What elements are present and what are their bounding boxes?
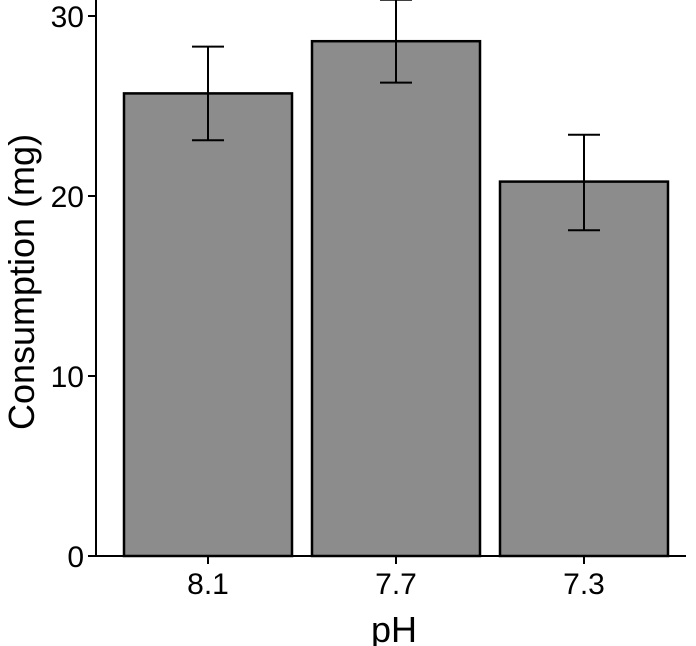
y-tick-label-20: 20 — [51, 181, 84, 214]
bar-7.7 — [310, 39, 482, 558]
error-bars-group — [192, 0, 600, 232]
y-tick-label-0: 0 — [67, 541, 84, 574]
y-tick-label-10: 10 — [51, 361, 84, 394]
y-axis-title: Consumption (mg) — [1, 134, 42, 430]
y-tick-label-30: 30 — [51, 1, 84, 34]
bar-8.1 — [122, 92, 294, 558]
bar-7.3 — [498, 180, 670, 558]
x-axis-title: pH — [371, 609, 417, 646]
x-tick-label-7.3: 7.3 — [563, 568, 605, 601]
x-tick-label-8.1: 8.1 — [187, 568, 229, 601]
x-tick-label-7.7: 7.7 — [375, 568, 417, 601]
bars-group — [122, 39, 670, 558]
y-axis-ticks: 0 10 20 30 — [51, 1, 96, 574]
x-axis-ticks: 8.1 7.7 7.3 — [187, 556, 605, 601]
